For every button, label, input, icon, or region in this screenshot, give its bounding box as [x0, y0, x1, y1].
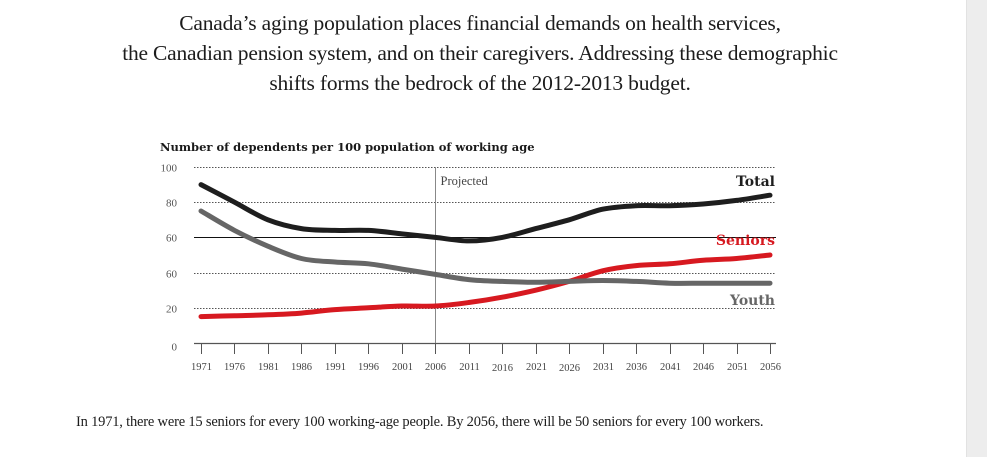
- x-tick-label: 1971: [191, 362, 212, 373]
- y-axis-ticks: 0 20 60 60 80 100: [161, 163, 178, 354]
- y-tick-label: 80: [166, 198, 178, 210]
- x-tick-label: 2046: [693, 362, 714, 373]
- intro-line: shifts forms the bedrock of the 2012-201…: [269, 71, 691, 95]
- x-tick-label: 1991: [325, 362, 346, 373]
- x-tick-label: 2036: [626, 362, 647, 373]
- series-lines: [198, 182, 773, 320]
- x-axis: 1971 1976 1981 1986 1991 1996 2001 2006 2011 2016…: [191, 343, 781, 374]
- x-tick-label: 1976: [224, 362, 245, 373]
- gridlines: [194, 167, 776, 345]
- x-tick-label: 2021: [526, 362, 547, 373]
- intro-text: Canada’s aging population places financi…: [30, 8, 930, 98]
- y-tick-label: 100: [161, 163, 178, 175]
- projection-marker: Projected: [435, 167, 489, 343]
- x-tick-label: 2001: [392, 362, 413, 373]
- y-tick-label: 20: [166, 304, 178, 316]
- x-tick-label: 1996: [358, 362, 379, 373]
- side-panel: [966, 0, 987, 457]
- x-tick-label: 2006: [425, 362, 446, 373]
- intro-line: the Canadian pension system, and on thei…: [122, 41, 838, 65]
- y-tick-label: 0: [172, 342, 178, 354]
- series-labels: Total Seniors Youth: [716, 174, 775, 309]
- y-tick-label: 60: [166, 269, 178, 281]
- x-tick-label: 2026: [559, 363, 580, 374]
- x-tick-label: 2041: [660, 362, 681, 373]
- series-label-youth: Youth: [729, 293, 775, 309]
- series-line-youth: [198, 208, 773, 286]
- y-tick-label: 60: [166, 233, 178, 245]
- x-tick-label: 2056: [760, 362, 781, 373]
- x-tick-label: 2011: [459, 362, 480, 373]
- series-line-seniors: [198, 252, 773, 320]
- x-tick-label: 1981: [258, 362, 279, 373]
- x-tick-label: 2031: [593, 362, 614, 373]
- x-tick-label: 2051: [727, 362, 748, 373]
- series-label-total: Total: [736, 174, 775, 190]
- x-tick-label: 1986: [291, 362, 312, 373]
- series-line-total: [198, 182, 773, 244]
- x-tick-label: 2016: [492, 363, 513, 374]
- chart-title: Number of dependents per 100 population …: [160, 140, 535, 154]
- projection-label: Projected: [441, 174, 489, 188]
- intro-line: Canada’s aging population places financi…: [179, 11, 781, 35]
- chart-caption: In 1971, there were 15 seniors for every…: [76, 414, 764, 430]
- series-label-seniors: Seniors: [716, 233, 775, 249]
